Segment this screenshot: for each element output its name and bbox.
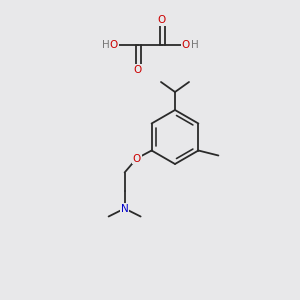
Text: O: O xyxy=(110,40,118,50)
Text: H: H xyxy=(102,40,110,50)
Text: N: N xyxy=(121,203,128,214)
Text: O: O xyxy=(133,154,141,164)
Text: H: H xyxy=(191,40,199,50)
Text: O: O xyxy=(134,65,142,75)
Text: O: O xyxy=(158,15,166,25)
Text: O: O xyxy=(182,40,190,50)
